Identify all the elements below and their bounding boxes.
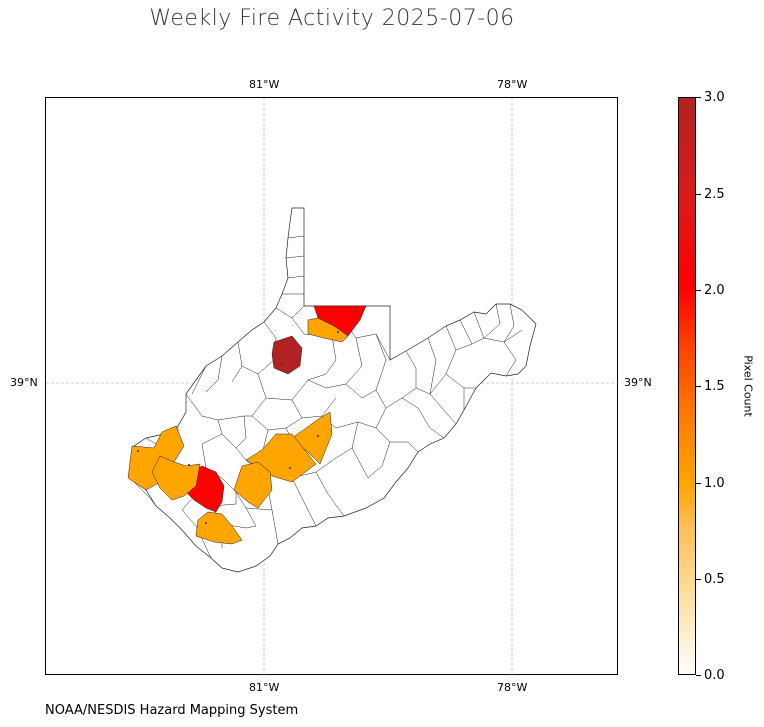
colorbar-label-4: 2.0: [704, 283, 725, 298]
source-attribution: NOAA/NESDIS Hazard Mapping System: [45, 703, 299, 718]
lon-tick-bottom-78w: 78°W: [497, 681, 528, 694]
map-frame: [45, 97, 619, 676]
colorbar-label-3: 1.5: [704, 379, 725, 394]
colorbar-label-5: 2.5: [704, 187, 725, 202]
colorbar-label-6: 3.0: [704, 90, 725, 105]
colorbar-tick-1: [696, 579, 701, 580]
state-outline: [129, 207, 537, 573]
lon-tick-top-78w: 78°W: [497, 78, 528, 91]
map-title: Weekly Fire Activity 2025-07-06: [149, 6, 515, 31]
colorbar-label-2: 1.0: [704, 476, 725, 491]
colorbar-title: Pixel Count: [741, 355, 755, 417]
county-fire-3[interactable]: [271, 335, 303, 375]
county-fire-1-north[interactable]: [307, 317, 349, 343]
colorbar-tick-0: [696, 675, 701, 676]
fire-detection-points: [137, 311, 357, 524]
map-svg: [46, 98, 619, 676]
lat-tick-left-39n: 39°N: [10, 376, 38, 389]
colorbar-tick-3: [696, 386, 701, 387]
colorbar-tick-2: [696, 483, 701, 484]
lon-tick-top-81w: 81°W: [249, 78, 280, 91]
colorbar-tick-4: [696, 290, 701, 291]
lat-tick-right-39n: 39°N: [624, 376, 652, 389]
colorbar: [678, 97, 696, 675]
colorbar-tick-5: [696, 194, 701, 195]
lon-tick-bottom-81w: 81°W: [249, 681, 280, 694]
county-fire-1-south-central[interactable]: [233, 461, 273, 509]
colorbar-label-1: 0.5: [704, 572, 725, 587]
colorbar-label-0: 0.0: [704, 668, 725, 683]
colorbar-tick-6: [696, 97, 701, 98]
county-fire-1-west-b[interactable]: [151, 455, 201, 501]
county-fire-1-south[interactable]: [195, 511, 243, 545]
